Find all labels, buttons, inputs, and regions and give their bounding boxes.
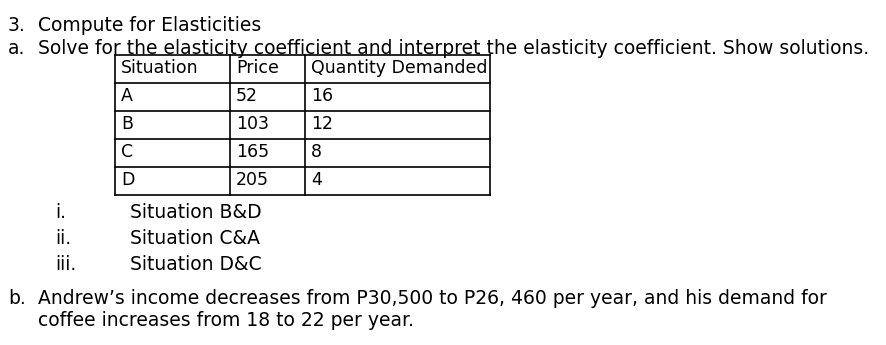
Text: Situation B&D: Situation B&D <box>130 203 261 222</box>
Text: Price: Price <box>236 59 278 77</box>
Text: 52: 52 <box>236 87 258 105</box>
Text: D: D <box>120 171 134 189</box>
Text: 12: 12 <box>311 115 332 133</box>
Text: i.: i. <box>55 203 66 222</box>
Text: 3.: 3. <box>8 16 26 35</box>
Text: Compute for Elasticities: Compute for Elasticities <box>38 16 261 35</box>
Text: 165: 165 <box>236 143 268 161</box>
Text: Quantity Demanded: Quantity Demanded <box>311 59 487 77</box>
Text: Situation C&A: Situation C&A <box>130 229 260 248</box>
Text: 16: 16 <box>311 87 333 105</box>
Text: 8: 8 <box>311 143 322 161</box>
Text: b.: b. <box>8 289 26 308</box>
Text: Andrew’s income decreases from P30,500 to P26, 460 per year, and his demand for
: Andrew’s income decreases from P30,500 t… <box>38 289 826 330</box>
Text: 4: 4 <box>311 171 322 189</box>
Text: iii.: iii. <box>55 255 76 274</box>
Text: a.: a. <box>8 39 26 58</box>
Text: Situation D&C: Situation D&C <box>130 255 261 274</box>
Text: ii.: ii. <box>55 229 71 248</box>
Text: Situation: Situation <box>120 59 198 77</box>
Text: A: A <box>120 87 133 105</box>
Text: 205: 205 <box>236 171 268 189</box>
Text: C: C <box>120 143 133 161</box>
Text: 103: 103 <box>236 115 268 133</box>
Text: Solve for the elasticity coefficient and interpret the elasticity coefficient. S: Solve for the elasticity coefficient and… <box>38 39 868 58</box>
Text: B: B <box>120 115 133 133</box>
